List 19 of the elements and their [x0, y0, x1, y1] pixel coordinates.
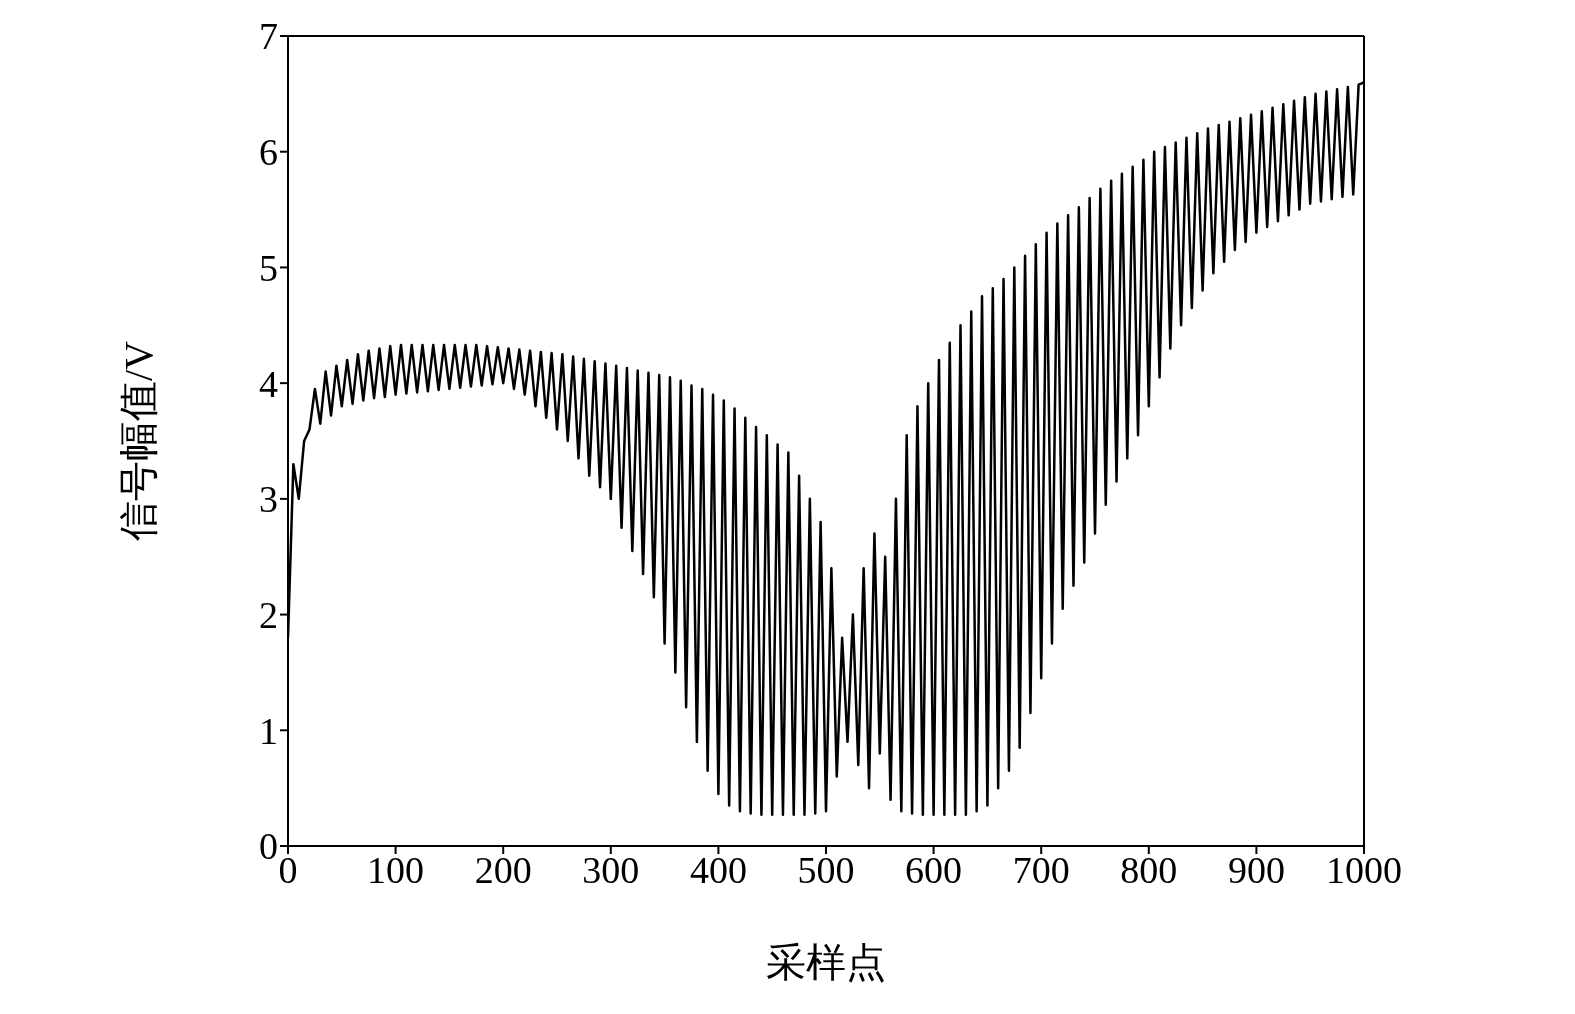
y-tick-label: 7: [259, 15, 278, 58]
x-tick-label: 300: [582, 848, 640, 891]
x-axis-title: 采样点: [766, 940, 886, 985]
y-tick-label: 3: [259, 478, 278, 521]
y-tick-label: 1: [259, 709, 278, 752]
x-tick-label: 1000: [1326, 848, 1402, 891]
x-tick-label: 200: [474, 848, 532, 891]
x-tick-label: 400: [689, 848, 747, 891]
x-tick-label: 700: [1012, 848, 1070, 891]
x-tick-label: 100: [367, 848, 425, 891]
y-axis-title: 信号幅值/V: [116, 340, 162, 541]
y-tick-label: 2: [259, 594, 278, 637]
y-tick-label: 6: [259, 131, 278, 174]
x-tick-label: 600: [905, 848, 963, 891]
x-tick-label: 800: [1120, 848, 1178, 891]
y-tick-label: 5: [259, 246, 278, 289]
x-tick-label: 900: [1227, 848, 1285, 891]
y-tick-label: 4: [259, 362, 278, 405]
x-tick-label: 500: [797, 848, 855, 891]
